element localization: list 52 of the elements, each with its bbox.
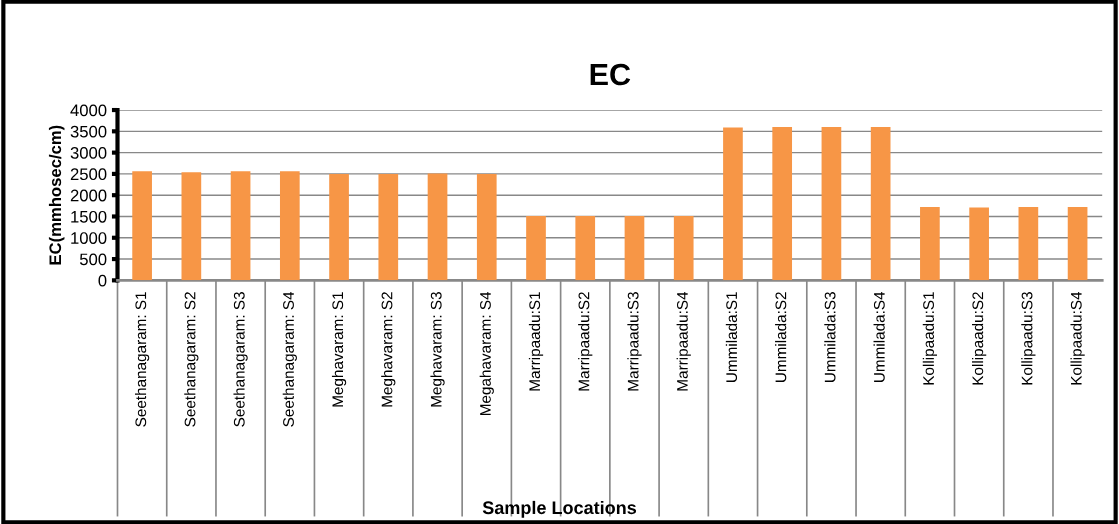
y-tick-label: 1000 (71, 232, 107, 244)
x-tick-label: Meghavaram: S2 (381, 292, 396, 407)
bar (1018, 207, 1039, 281)
bar (772, 127, 793, 281)
x-tick-label: Seethanagaram: S3 (233, 292, 248, 427)
bar (378, 173, 399, 281)
y-tick-label: 500 (79, 253, 107, 266)
bar (427, 173, 448, 281)
bar (821, 127, 842, 281)
x-tick-label: Seethanagaram: S1 (134, 292, 150, 427)
y-tick-label: 1500 (71, 210, 107, 223)
bar (870, 127, 891, 281)
y-axis-title: EC(mmhosec/cm) (48, 125, 65, 265)
bar (624, 216, 645, 281)
x-tick-label: Kollipaadu:S3 (1021, 292, 1036, 385)
x-tick-label: Seethanagaram: S4 (282, 291, 297, 427)
y-tick-label: 2500 (70, 168, 107, 181)
bar (920, 207, 940, 281)
x-tick-label: Seethanagaram: S2 (184, 292, 199, 427)
bar (230, 171, 251, 281)
bar (575, 216, 596, 281)
bar (181, 172, 202, 281)
x-tick-label: Marripaadu:S4 (676, 291, 691, 391)
x-tick-label: Ummilada:S1 (725, 292, 738, 382)
x-tick-label: Marripaadu:S3 (627, 292, 642, 391)
x-tick-label: Marripaadu:S1 (528, 292, 544, 391)
x-tick-label: Meghavaram: S3 (430, 292, 445, 407)
bar (329, 173, 349, 281)
x-tick-label: Megahavaram: S4 (479, 291, 494, 416)
bar (132, 171, 152, 281)
bar (969, 207, 989, 281)
y-tick-label: 0 (98, 274, 107, 287)
x-axis-title: Sample Locations (482, 500, 637, 518)
chart-title: EC (590, 63, 631, 86)
x-tick-label: Kollipaadu:S2 (972, 292, 987, 385)
x-tick-label: Marripaadu:S2 (578, 292, 593, 391)
x-tick-label: Ummilada:S2 (775, 292, 787, 382)
bar (476, 173, 497, 281)
x-tick-label: Meghavaram: S1 (331, 292, 347, 407)
bar (526, 216, 546, 281)
x-tick-label: Ummilada:S3 (824, 292, 836, 382)
x-tick-label: Kollipaadu:S1 (922, 292, 938, 385)
y-tick-label: 2000 (70, 189, 107, 202)
y-tick-label: 3500 (70, 125, 107, 138)
y-tick-label: 3000 (70, 147, 107, 159)
bar (279, 171, 300, 281)
bar (1067, 207, 1088, 281)
bar (723, 127, 743, 281)
y-tick-label: 4000 (70, 104, 107, 117)
x-tick-label: Kollipaadu:S4 (1070, 291, 1085, 385)
bar (673, 216, 694, 281)
x-tick-label: Ummilada:S4 (873, 291, 885, 382)
